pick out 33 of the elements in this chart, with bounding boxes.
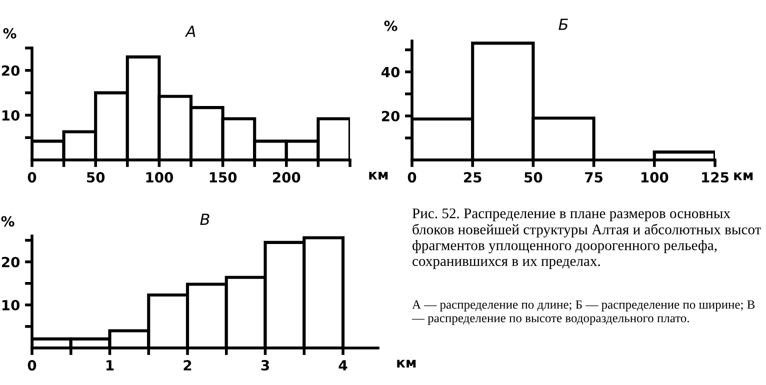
x-tick-label: 0 [408,172,416,183]
x-tick-label: 100 [146,172,174,183]
y-tick-label: 40 [381,66,400,78]
y-tick-label: 20 [2,65,20,76]
x-axis-title: км [369,172,388,180]
x-tick-label: 2 [184,360,192,370]
x-axis-title: км [734,172,753,180]
y-tick-label: 20 [382,110,400,122]
x-tick-label: 100 [641,172,668,183]
x-tick-label: 50 [524,172,542,183]
y-tick-label: 20 [2,256,20,268]
x-tick-label: 200 [273,172,300,183]
text: А — распределение по длине; Б — распределение по ширине; В — распределение по высоте водораздельного плато. [412,300,755,325]
x-tick-label: 75 [585,172,602,183]
y-axis-title: % [384,20,398,32]
x-tick-label: 150 [210,172,237,183]
x-tick-label: 50 [87,172,105,183]
x-tick-label: 0 [28,360,36,371]
chart-title: В [200,214,210,225]
y-tick-label: 10 [2,110,20,121]
chart-title: Б [558,18,568,30]
y-axis-title: % [1,216,14,227]
y-axis-title: % [3,28,16,39]
chart-title: А [184,26,196,37]
x-tick-label: 125 [702,172,729,183]
text: Рис. 52. Распределение в плане размеров основных блоков новейшей структуры Алтая и абсолютных высот фрагментов уплощенного доорогенного рельефа, сохранившихся в их пределах. [412,208,761,269]
x-tick-label: 25 [464,172,482,183]
x-tick-label: 0 [28,172,36,183]
x-tick-label: 1 [106,360,114,370]
x-tick-label: 4 [338,360,348,370]
x-axis-title: км [397,360,416,368]
x-tick-label: 3 [261,360,269,371]
y-tick-label: 10 [2,300,20,310]
